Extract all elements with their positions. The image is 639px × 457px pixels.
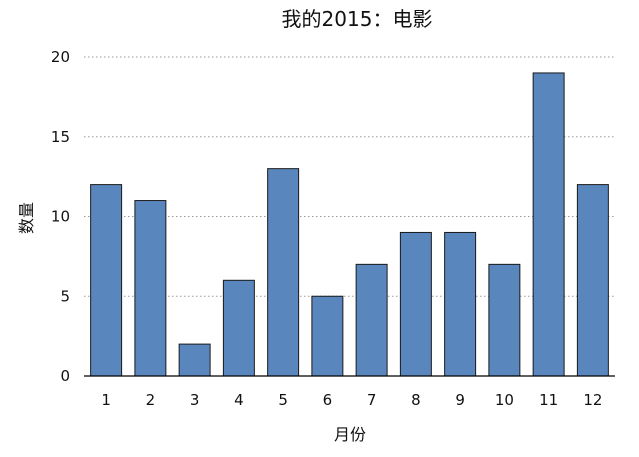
bar-month-9 (444, 231, 477, 377)
x-tick-label: 11 (539, 391, 558, 409)
x-tick-label: 1 (101, 391, 111, 409)
bar-month-5 (267, 168, 300, 377)
x-axis-ticks: 1 2 3 4 5 6 7 8 9 10 11 12 (101, 391, 602, 409)
y-tick-label: 0 (60, 367, 70, 385)
x-tick-label: 3 (190, 391, 200, 409)
bar-month-12 (576, 184, 609, 377)
y-axis-ticks: 0 5 10 15 20 (51, 48, 70, 385)
x-tick-label: 8 (411, 391, 421, 409)
x-tick-label: 7 (367, 391, 377, 409)
bar-month-4 (222, 279, 255, 377)
bar-month-8 (399, 231, 432, 377)
bar-month-1 (90, 184, 123, 377)
bar-month-2 (134, 200, 167, 377)
y-tick-label: 15 (51, 128, 70, 146)
x-tick-label: 4 (234, 391, 244, 409)
x-axis-label: 月份 (334, 425, 366, 444)
bar-month-7 (355, 263, 388, 377)
x-tick-label: 2 (146, 391, 156, 409)
chart-title: 我的2015：电影 (282, 7, 433, 31)
gridlines (84, 56, 615, 297)
x-tick-label: 6 (323, 391, 333, 409)
y-tick-label: 20 (51, 48, 70, 66)
bar-month-11 (532, 72, 565, 377)
x-tick-label: 5 (278, 391, 288, 409)
x-tick-label: 12 (583, 391, 602, 409)
bar-month-3 (178, 343, 211, 377)
y-axis-label: 数量 (17, 202, 36, 234)
y-tick-label: 5 (60, 287, 70, 305)
bar-month-6 (311, 295, 344, 377)
y-tick-label: 10 (51, 208, 70, 226)
x-tick-label: 10 (495, 391, 514, 409)
bar-month-10 (488, 263, 521, 377)
bars (90, 72, 609, 377)
x-tick-label: 9 (455, 391, 465, 409)
